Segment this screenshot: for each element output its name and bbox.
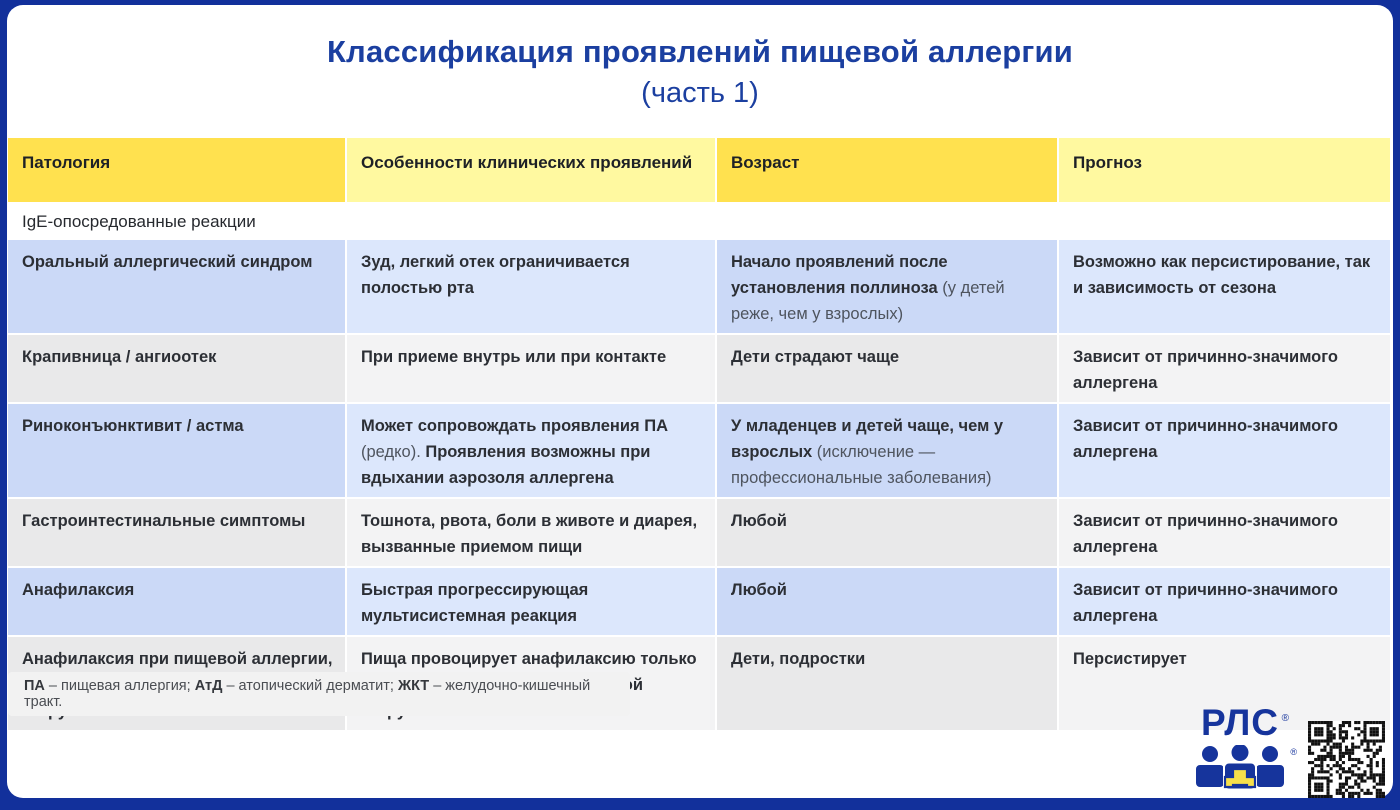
content-card: Классификация проявлений пищевой аллерги… [7,5,1393,798]
cell-pathology: Анафилаксия [8,568,345,635]
branding-block: РЛС ® ® [1192,702,1385,798]
cell-features: Тошнота, рвота, боли в животе и диарея, … [347,499,715,566]
cell-text-bold: Любой [731,512,787,530]
cell-text-bold: Быстрая прогрессирующая мультисистемная … [361,581,589,625]
cell-prognosis: Зависит от причинно-значимого аллергена [1059,404,1390,497]
cell-age: Дети, подростки [717,637,1057,730]
cell-pathology: Гастроинтестинальные симптомы [8,499,345,566]
cell-text-bold: АтД [194,678,223,694]
cell-text-bold: При приеме внутрь или при контакте [361,348,667,366]
cell-text-bold: Возможно как персистирование, так и зави… [1073,253,1371,297]
page-title: Классификация проявлений пищевой аллерги… [7,31,1393,113]
rls-logo: РЛС ® ® [1192,702,1297,798]
people-cross-icon: ® [1192,744,1297,798]
title-line-2: (часть 1) [641,77,759,109]
cell-features: Зуд, легкий отек ограничивается полостью… [347,240,715,333]
logo-wordmark: РЛС [1200,702,1280,743]
cell-prognosis: Персистирует [1059,637,1390,730]
cell-text-regular: – желудочно-кишечный тракт. [24,678,591,710]
cell-age: Начало проявлений после установления пол… [717,240,1057,333]
cell-features: Может сопровождать проявления ПА (редко)… [347,404,715,497]
cell-text-bold: Любой [731,581,787,599]
cell-prognosis: Возможно как персистирование, так и зави… [1059,240,1390,333]
cell-text-bold: Может сопровождать проявления ПА [361,417,669,435]
cell-text-bold: У младенцев и детей чаще, чем у взрослых [731,417,1004,461]
cell-text-bold: ЖКТ [397,678,430,694]
cell-text-bold: Зависит от причинно-значимого аллергена [1073,512,1338,556]
column-header-pathology: Патология [8,138,345,202]
cell-text-bold: Зависит от причинно-значимого аллергена [1073,348,1338,392]
cell-text-bold: Персистирует [1073,650,1187,668]
cell-features: При приеме внутрь или при контакте [347,335,715,402]
cell-text-bold: Гастроинтестинальные симптомы [22,512,306,530]
cell-text-bold: Тошнота, рвота, боли в животе и диарея, … [361,512,698,556]
title-line-1: Классификация проявлений пищевой аллерги… [326,34,1074,69]
cell-text-bold: Оральный аллергический синдром [22,253,313,271]
cell-text-bold: Дети страдают чаще [731,348,900,366]
cell-text-bold: Анафилаксия [22,581,135,599]
cell-text-bold: Крапивница / ангиоотек [22,348,217,366]
cell-age: Любой [717,568,1057,635]
cell-prognosis: Зависит от причинно-значимого аллергена [1059,568,1390,635]
cell-age: У младенцев и детей чаще, чем у взрослых… [717,404,1057,497]
rls-logo-text: РЛС ® [1200,702,1289,743]
cell-pathology: Риноконъюнктивит / астма [8,404,345,497]
cell-features: Быстрая прогрессирующая мультисистемная … [347,568,715,635]
column-header-prognosis: Прогноз [1059,138,1390,202]
qr-code-icon [1308,721,1385,798]
cell-text-bold: Начало проявлений после установления пол… [731,253,948,297]
classification-table: Патология Особенности клинических проявле… [8,138,1390,730]
cell-pathology: Крапивница / ангиоотек [8,335,345,402]
registered-mark-icon: ® [1290,747,1297,757]
footnote: ПА – пищевая аллергия; АтД – атопический… [8,672,630,716]
cell-text-regular: (редко). [361,443,421,461]
cell-prognosis: Зависит от причинно-значимого аллергена [1059,499,1390,566]
cell-text-bold: ПА [24,678,45,694]
cell-text-bold: Дети, подростки [731,650,866,668]
cell-text-bold: Зависит от причинно-значимого аллергена [1073,417,1338,461]
cell-text-bold: Зависит от причинно-значимого аллергена [1073,581,1338,625]
section-header-ige-reactions: IgE-опосредованные реакции [8,204,1390,238]
registered-mark-icon: ® [1281,713,1291,724]
cell-pathology: Оральный аллергический синдром [8,240,345,333]
cell-age: Любой [717,499,1057,566]
cell-text-bold: Зуд, легкий отек ограничивается полостью… [361,253,630,297]
cell-text-bold: Проявления возможны при вдыхании аэрозол… [361,443,651,487]
cell-text-regular: – атопический дерматит; [222,678,398,694]
column-header-age: Возраст [717,138,1057,202]
cell-age: Дети страдают чаще [717,335,1057,402]
column-header-features: Особенности клинических проявлений [347,138,715,202]
cell-text-bold: Риноконъюнктивит / астма [22,417,244,435]
cell-text-regular: – пищевая аллергия; [44,678,195,694]
cell-text-regular: (у детей реже, чем у взрослых) [731,279,1005,323]
cell-prognosis: Зависит от причинно-значимого аллергена [1059,335,1390,402]
cell-text-regular: (исключение — профессиональные заболеван… [731,443,992,487]
